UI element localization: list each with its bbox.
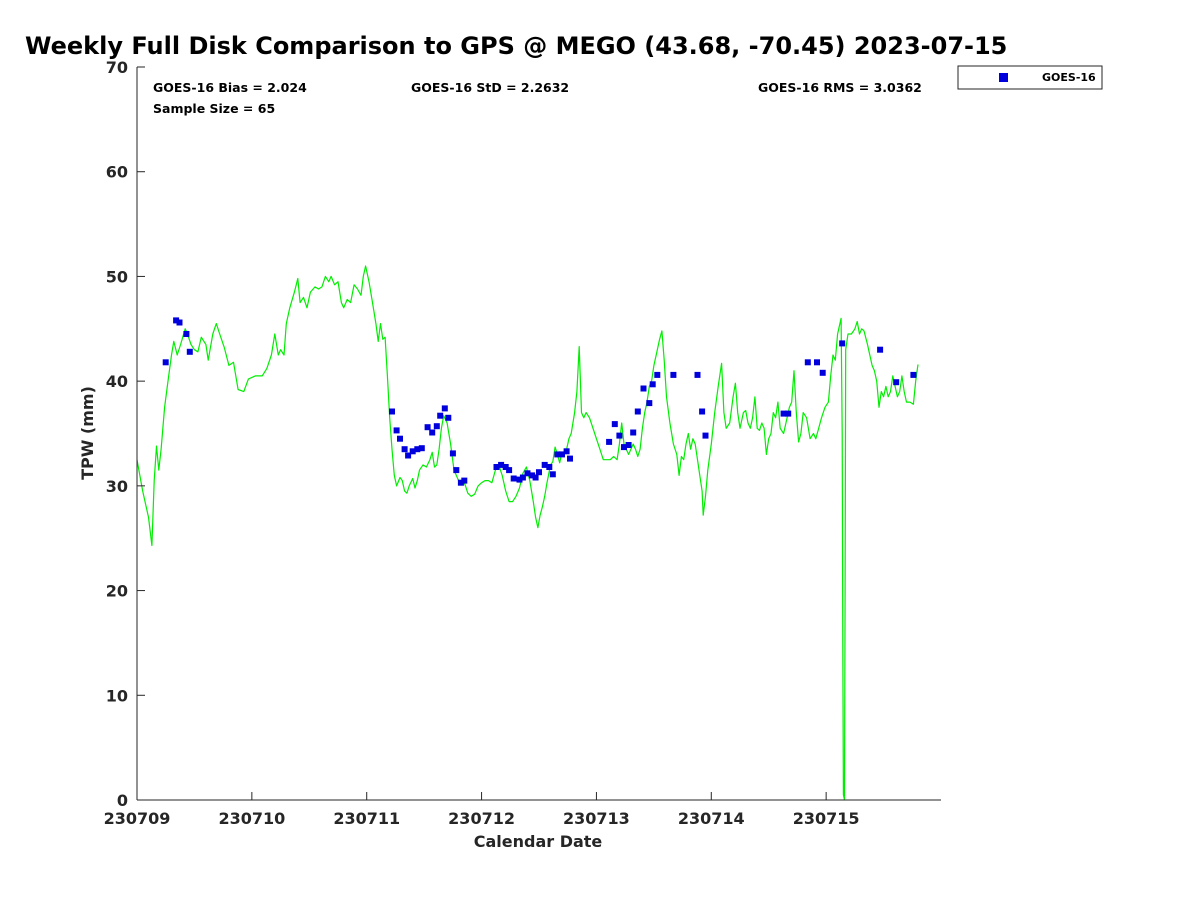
x-axis: 230709 230710 230711 230712 230713 230714 2307…	[104, 792, 941, 828]
goes16-point	[162, 359, 169, 366]
y-tick-label: 70	[106, 58, 128, 77]
goes16-point	[546, 464, 553, 470]
goes16-point	[536, 469, 542, 476]
goes16-point	[567, 455, 573, 462]
goes16-point	[176, 319, 183, 326]
y-axis: 0 10 20 30 40 50 60 70	[106, 58, 145, 810]
goes16-point	[785, 410, 792, 417]
goes16-point	[529, 472, 536, 479]
goes16-point	[554, 451, 561, 458]
goes16-point	[541, 461, 548, 468]
goes16-point	[414, 446, 421, 453]
goes16-point	[510, 475, 517, 482]
rms-stat: GOES-16 RMS = 3.0362	[758, 80, 922, 95]
goes16-point	[424, 424, 431, 431]
x-tick-label: 230711	[333, 809, 400, 828]
goes16-point	[429, 429, 436, 436]
goes16-point	[780, 410, 787, 417]
goes16-point	[819, 369, 826, 376]
goes16-point	[910, 371, 917, 378]
goes16-point	[453, 467, 460, 474]
goes16-point	[437, 412, 444, 419]
std-stat: GOES-16 StD = 2.2632	[411, 80, 569, 95]
goes16-point	[445, 414, 452, 421]
goes16-point	[634, 408, 641, 415]
x-tick-label: 230715	[793, 809, 860, 828]
goes16-point	[524, 470, 531, 477]
goes16-point	[694, 371, 701, 378]
goes16-point	[186, 348, 193, 355]
goes16-point	[814, 359, 820, 366]
goes16-point	[461, 477, 468, 484]
goes16-point	[401, 446, 408, 453]
legend-label-goes16: GOES-16	[1042, 71, 1096, 84]
bias-stat: GOES-16 Bias = 2.024	[153, 80, 307, 95]
y-tick-label: 50	[106, 267, 128, 286]
goes16-point	[549, 471, 556, 478]
x-tick-label: 230710	[218, 809, 285, 828]
legend-marker-goes16	[999, 73, 1008, 82]
goes16-point	[654, 371, 661, 378]
goes16-point	[506, 467, 513, 474]
goes16-point	[621, 444, 627, 451]
goes16-point	[433, 423, 440, 430]
chart-title: Weekly Full Disk Comparison to GPS @ MEG…	[25, 32, 1007, 60]
goes16-point	[498, 461, 505, 468]
goes16-point	[804, 359, 811, 366]
goes16-point	[563, 448, 570, 455]
goes16-point	[646, 400, 653, 407]
goes16-point	[493, 464, 500, 470]
y-tick-label: 40	[106, 372, 128, 391]
goes16-point	[532, 474, 539, 481]
goes16-point	[519, 474, 526, 481]
x-tick-label: 230713	[563, 809, 630, 828]
goes16-point	[409, 448, 416, 455]
goes16-point	[893, 379, 900, 386]
goes16-point	[702, 432, 709, 439]
gps-tpw-line	[136, 265, 919, 801]
x-tick-label: 230709	[104, 809, 171, 828]
goes16-point	[839, 340, 846, 347]
goes16-point	[616, 432, 623, 439]
goes16-point	[699, 408, 706, 415]
goes16-point	[877, 346, 884, 353]
goes16-point	[183, 331, 190, 337]
goes16-point	[606, 438, 613, 445]
goes16-point	[502, 464, 509, 470]
goes16-point	[397, 435, 403, 442]
goes16-point	[516, 476, 523, 483]
goes16-point	[418, 445, 425, 452]
goes16-point	[393, 427, 400, 434]
x-axis-label: Calendar Date	[474, 832, 603, 851]
goes16-point	[173, 317, 180, 324]
x-tick-label: 230712	[448, 809, 515, 828]
y-tick-label: 0	[117, 791, 128, 810]
goes16-point	[630, 429, 637, 436]
goes16-point	[559, 451, 565, 458]
sample-size-stat: Sample Size = 65	[153, 101, 275, 116]
goes16-point	[457, 479, 464, 486]
y-tick-label: 10	[106, 686, 128, 705]
goes16-point	[649, 381, 656, 388]
y-axis-label: TPW (mm)	[78, 386, 97, 480]
y-tick-label: 60	[106, 163, 128, 182]
goes16-point	[405, 452, 412, 459]
legend: GOES-16	[957, 65, 1103, 90]
plot-area	[136, 265, 919, 801]
goes16-point	[611, 421, 618, 428]
legend-box	[957, 65, 1103, 90]
x-tick-label: 230714	[678, 809, 745, 828]
goes16-point	[625, 442, 632, 448]
goes16-point	[441, 405, 448, 412]
goes16-point	[670, 371, 677, 378]
goes16-point	[640, 385, 647, 392]
y-tick-label: 30	[106, 477, 128, 496]
goes16-point	[449, 450, 456, 457]
goes16-point	[389, 408, 395, 415]
y-tick-label: 20	[106, 582, 128, 601]
